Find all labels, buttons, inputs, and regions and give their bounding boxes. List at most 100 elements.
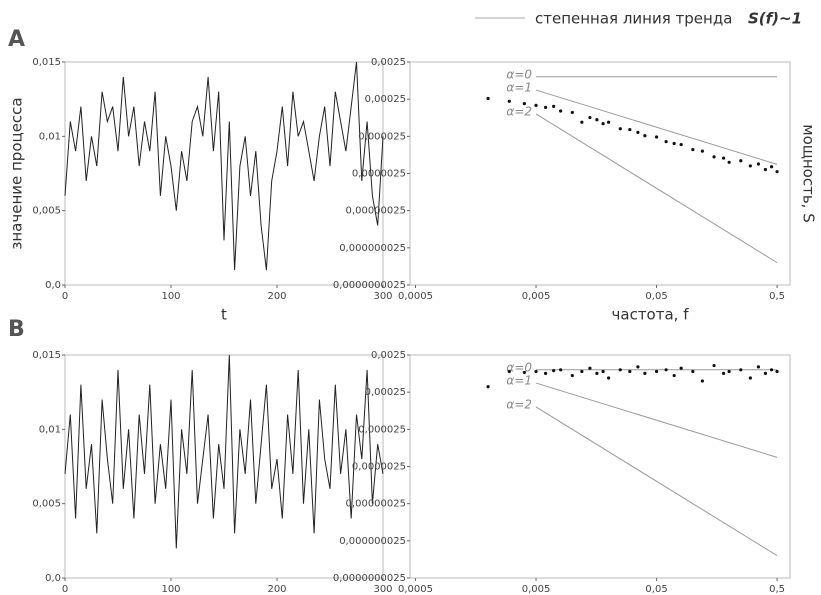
point: [628, 127, 632, 132]
x-tick-label: 0,0005: [398, 291, 433, 302]
point: [691, 369, 695, 374]
point: [580, 120, 584, 124]
x-tick-label: 0,05: [645, 291, 667, 302]
point: [664, 368, 668, 372]
y-tick-label: 0,0000025: [352, 462, 406, 473]
y-tick-label: 0,0000000025: [333, 573, 406, 584]
x-tick-label: 0,005: [522, 584, 551, 595]
trend-label: α=1: [506, 81, 532, 95]
y-tick-label: 0,01: [39, 131, 61, 142]
point: [691, 147, 695, 152]
legend-formula: S(f)~1: [748, 10, 802, 28]
point: [775, 170, 779, 174]
point: [739, 368, 743, 372]
point: [534, 103, 538, 107]
x-tick-label: 200: [267, 584, 286, 595]
x-tick-label: 300: [373, 291, 392, 302]
y-tick-label: 0,000000025: [339, 243, 406, 254]
point: [672, 373, 676, 378]
point: [559, 109, 563, 113]
y-tick-label: 0,000025: [358, 424, 406, 435]
y-tick-label: 0,00025: [365, 94, 406, 105]
point: [543, 105, 548, 110]
point: [672, 141, 676, 146]
point: [636, 130, 640, 134]
y-tick-label: 0,00000025: [346, 499, 406, 510]
y-tick-label: 0,000025: [358, 131, 406, 142]
point: [739, 159, 743, 163]
point: [601, 369, 605, 374]
y-tick-label: 0,0: [45, 573, 61, 584]
point: [712, 155, 716, 159]
point: [654, 135, 659, 139]
point: [486, 385, 490, 389]
trend-line: [535, 382, 778, 458]
point: [628, 369, 632, 374]
point: [606, 120, 611, 124]
y-tick-label: 0,005: [32, 206, 61, 217]
y-tick-label: 0,0: [45, 280, 61, 291]
point: [748, 164, 752, 168]
x-tick-label: 0,0005: [398, 584, 433, 595]
point: [763, 371, 767, 375]
plot-frame: [409, 61, 791, 286]
x-tick-label: 300: [373, 584, 392, 595]
point: [522, 370, 526, 375]
trend-line: [535, 406, 778, 557]
point: [601, 122, 605, 126]
point: [559, 368, 563, 372]
point: [534, 369, 538, 374]
x-tick-label: 0,5: [769, 291, 785, 302]
point: [700, 149, 704, 153]
panel-label: A: [8, 27, 25, 52]
x-tick-label: 0,5: [769, 584, 785, 595]
plot-frame: [409, 354, 791, 579]
point: [522, 101, 526, 106]
point: [769, 368, 774, 372]
panel-label: B: [8, 317, 25, 342]
point: [570, 373, 574, 378]
point: [763, 167, 767, 172]
point: [664, 140, 668, 144]
point: [552, 369, 556, 373]
series-line: [64, 61, 384, 271]
point: [756, 365, 761, 369]
point: [618, 368, 622, 372]
y-tick-label: 0,015: [32, 350, 61, 361]
point: [722, 371, 726, 375]
plot-frame: [64, 354, 384, 579]
x-axis-label: t: [221, 306, 227, 324]
legend-label: степенная линия тренда: [535, 10, 732, 28]
point: [595, 118, 599, 122]
point: [769, 165, 774, 169]
point: [756, 162, 761, 166]
x-tick-label: 0,05: [645, 584, 667, 595]
y-tick-label: 0,0000025: [352, 169, 406, 180]
point: [727, 160, 731, 164]
plot-frame: [64, 61, 384, 286]
point: [552, 104, 556, 108]
x-tick-label: 0,005: [522, 291, 551, 302]
point: [570, 110, 574, 115]
point: [679, 366, 683, 370]
x-tick-label: 0: [62, 584, 68, 595]
y-tick-label: 0,01: [39, 424, 61, 435]
point: [543, 371, 548, 375]
point: [588, 366, 592, 370]
point: [486, 96, 490, 101]
point: [643, 134, 647, 138]
trend-label: α=2: [506, 104, 532, 118]
trend-label: α=2: [506, 397, 532, 411]
trend-line: [535, 89, 778, 165]
series-line: [64, 354, 384, 549]
y-tick-label: 0,0025: [371, 57, 406, 68]
x-axis-label: частота, f: [612, 306, 690, 324]
y-axis-label: значение процесса: [8, 97, 26, 249]
point: [679, 142, 683, 147]
x-tick-label: 100: [161, 584, 180, 595]
point: [643, 371, 647, 375]
point: [748, 376, 752, 380]
x-tick-label: 200: [267, 291, 286, 302]
x-tick-label: 100: [161, 291, 180, 302]
